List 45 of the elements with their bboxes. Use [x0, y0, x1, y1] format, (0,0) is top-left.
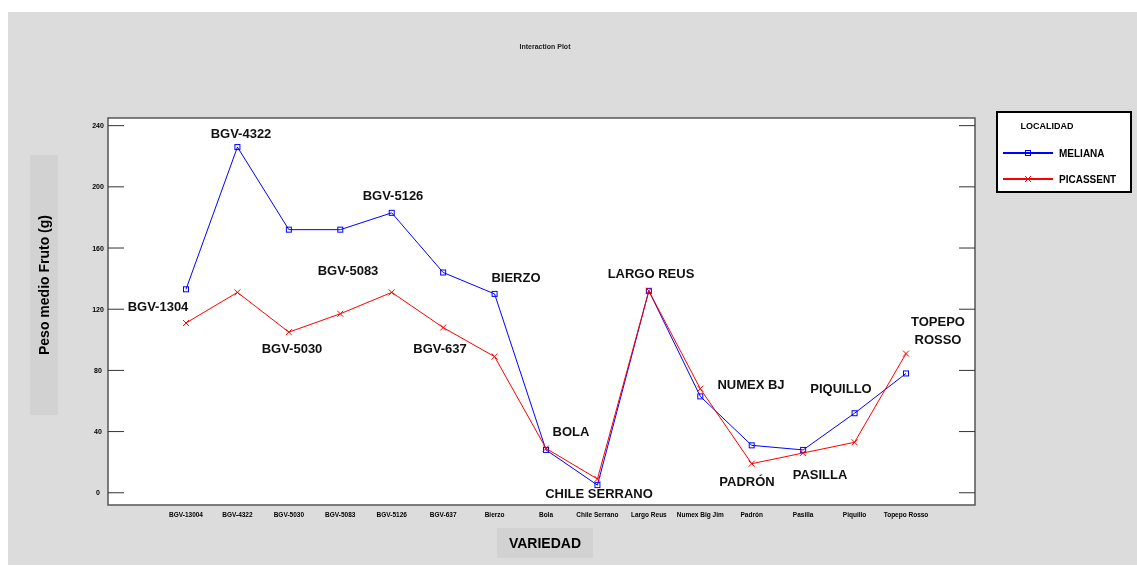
- point: [491, 353, 499, 361]
- point: [851, 438, 859, 446]
- annotation: BGV-1304: [127, 299, 190, 315]
- point: [285, 226, 292, 233]
- point: [594, 482, 601, 489]
- x-axis-title: VARIEDAD: [508, 535, 582, 551]
- point: [491, 290, 498, 297]
- annotation: BGV-5030: [261, 341, 323, 357]
- point: [234, 144, 241, 151]
- point: [440, 269, 447, 276]
- annotation: LARGO REUS: [607, 266, 695, 282]
- annotation: BGV-4322: [210, 126, 272, 142]
- point: [388, 288, 396, 296]
- point: [748, 442, 755, 449]
- annotation: NUMEX BJ: [717, 377, 785, 393]
- point: [851, 410, 858, 417]
- point: [439, 324, 447, 332]
- annotation: TOPEPO ROSSO: [911, 314, 965, 348]
- annotation: PIQUILLO: [810, 381, 872, 397]
- y-axis-title: Peso medio Fruto (g): [36, 215, 52, 355]
- point: [388, 209, 395, 216]
- point: [285, 328, 293, 336]
- annotation: PASILLA: [792, 467, 848, 483]
- point: [593, 475, 601, 483]
- annotation: BGV-637: [413, 341, 467, 357]
- point: [748, 460, 756, 468]
- point: [233, 288, 241, 296]
- point: [696, 385, 704, 393]
- point: [336, 310, 344, 318]
- legend-label: PICASSENT: [1059, 173, 1117, 185]
- point: [337, 226, 344, 233]
- annotation: BIERZO: [491, 270, 541, 286]
- legend-label: MELIANA: [1059, 147, 1105, 159]
- point: [697, 393, 704, 400]
- annotation: BGV-5083: [317, 263, 379, 279]
- point: [903, 370, 909, 377]
- point: [902, 350, 910, 358]
- point: [800, 446, 807, 453]
- annotation: BOLA: [552, 424, 591, 440]
- annotation: BGV-5126: [362, 188, 424, 204]
- annotation: CHILE SERRANO: [545, 486, 653, 502]
- point: [183, 286, 189, 293]
- annotation: PADRÓN: [719, 474, 775, 490]
- legend-title: LOCALIDAD: [1020, 121, 1074, 131]
- point: [799, 449, 807, 457]
